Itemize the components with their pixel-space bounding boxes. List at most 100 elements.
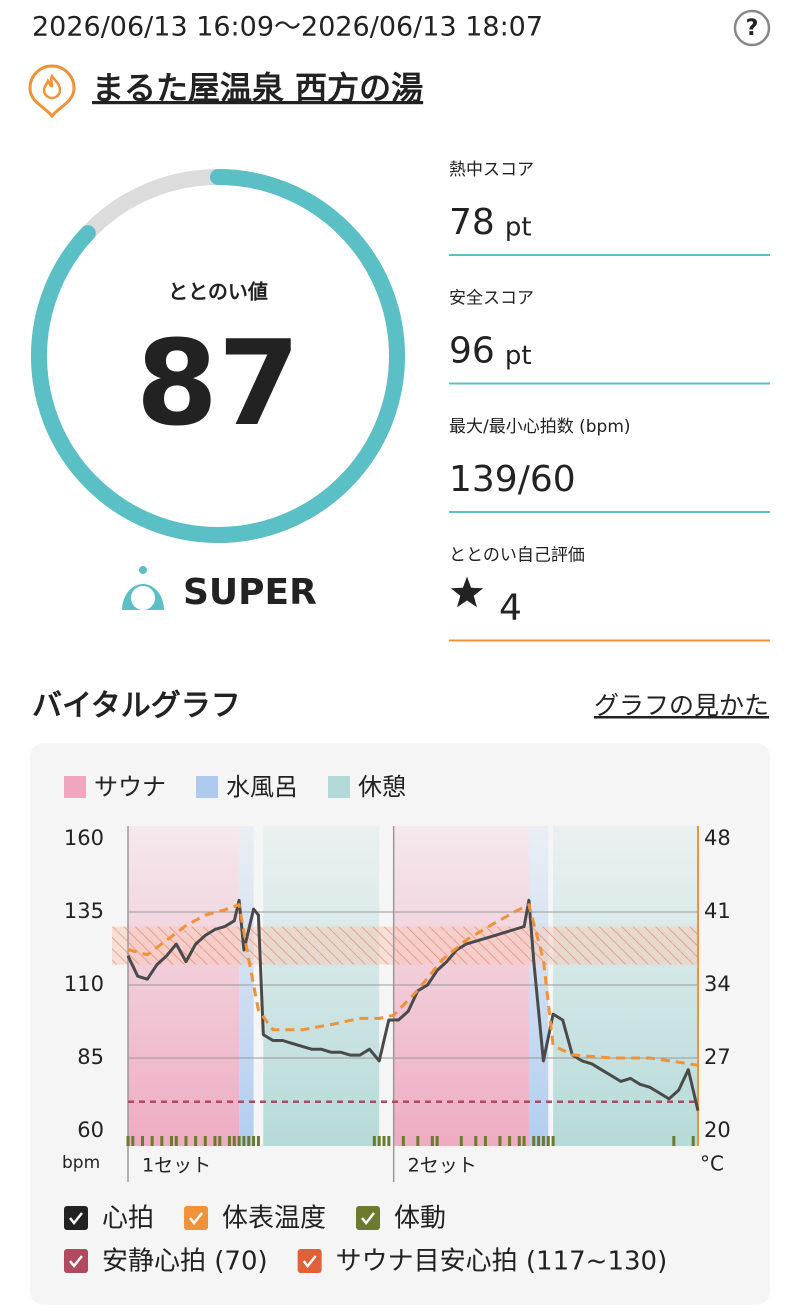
movement-tick <box>498 1136 502 1146</box>
legend-label: サウナ目安心拍 (117~130) <box>336 1247 668 1277</box>
phase-legend-label: 水風呂 <box>226 773 298 801</box>
rank-icon-face <box>131 586 155 610</box>
gauge <box>31 169 405 543</box>
movement-tick <box>140 1136 144 1146</box>
stat-value: 4 <box>499 588 522 629</box>
phase-legend-swatch <box>64 776 86 798</box>
movement-tick <box>522 1136 526 1146</box>
movement-tick <box>252 1136 256 1146</box>
y-tick-label: 60 <box>77 1118 104 1142</box>
set-label: 2セット <box>408 1155 477 1177</box>
stats: 熱中スコア 78 pt 安全スコア 96 pt 最大/最小心拍数 (bpm) 139/60 とと… <box>449 160 770 642</box>
movement-tick <box>150 1136 154 1146</box>
phase-legend-swatch <box>328 776 350 798</box>
series-line <box>127 903 699 1067</box>
phase-band <box>263 826 380 1146</box>
help-button[interactable]: ? <box>733 9 771 47</box>
movement-tick <box>377 1136 381 1146</box>
help-icon: ? <box>746 16 759 41</box>
movement-tick <box>435 1136 439 1146</box>
movement-tick <box>546 1136 550 1146</box>
rank: SUPER <box>183 572 317 613</box>
gauge-arc <box>31 169 405 543</box>
movement-tick <box>532 1136 536 1146</box>
stat-label: ととのい自己評価 <box>449 546 585 566</box>
y2-tick-label: 34 <box>704 972 731 996</box>
movement-tick <box>213 1136 217 1146</box>
movement-tick <box>184 1136 188 1146</box>
movement-tick <box>126 1136 130 1146</box>
phase-legend-label: サウナ <box>94 773 166 801</box>
phase-band <box>239 826 254 1146</box>
y2-axis-unit: °C <box>700 1152 724 1176</box>
movement-tick <box>672 1136 676 1146</box>
help-circle <box>733 9 771 47</box>
movement-tick <box>160 1136 164 1146</box>
y2-tick-label: 41 <box>704 899 731 923</box>
stat-value: 96 <box>449 331 495 372</box>
movement-tick <box>483 1136 487 1146</box>
legend-label: 心拍 <box>102 1204 154 1234</box>
legend-check <box>189 1212 203 1226</box>
movement-tick <box>372 1136 376 1146</box>
y-tick-label: 110 <box>64 972 104 996</box>
movement-tick <box>537 1136 541 1146</box>
phase-band <box>553 826 698 1146</box>
movement-tick <box>174 1136 178 1146</box>
stat-value: 139/60 <box>449 459 576 500</box>
y2-tick-label: 27 <box>704 1045 731 1069</box>
score-value: 87 <box>136 314 300 452</box>
movement-tick <box>416 1136 420 1146</box>
legend-checkbox[interactable] <box>356 1206 381 1230</box>
pin <box>28 64 76 119</box>
legend-check <box>302 1255 317 1269</box>
movement-tick <box>203 1136 207 1146</box>
y2-tick-label: 20 <box>704 1118 731 1142</box>
movement-tick <box>256 1136 260 1146</box>
movement-tick <box>247 1136 251 1146</box>
score-label: ととのい値 <box>168 280 268 304</box>
stat-value: 78 <box>449 202 495 243</box>
legend-checkbox[interactable] <box>64 1206 88 1230</box>
section-title: バイタルグラフ <box>32 689 241 724</box>
movement-tick <box>551 1136 555 1146</box>
phase-band <box>128 826 240 1146</box>
movement-tick <box>401 1136 405 1146</box>
series-line <box>126 898 700 1111</box>
movement-tick <box>232 1136 236 1146</box>
legend-check <box>361 1212 376 1226</box>
set-label: 1セット <box>142 1155 211 1177</box>
phase-legend-label: 休憩 <box>358 773 406 801</box>
movement-tick <box>194 1136 198 1146</box>
stat-label: 最大/最小心拍数 (bpm) <box>449 417 631 437</box>
legend-checkbox[interactable] <box>297 1249 322 1273</box>
y-tick-label: 135 <box>64 899 104 923</box>
help-link[interactable]: グラフの見かた <box>594 691 769 720</box>
movement-tick <box>382 1136 386 1146</box>
period: 2026/06/13 16:09～2026/06/13 18:07 <box>32 12 543 43</box>
chart: サウナ 水風呂 休憩 60 85 110 135 160 20 27 34 41 48 bpm °C 1セット… <box>62 773 731 1277</box>
legend-checkbox[interactable] <box>184 1206 209 1230</box>
movement-tick <box>237 1136 241 1146</box>
target-zone <box>112 926 698 965</box>
legend-check <box>69 1212 83 1226</box>
legend-label: 体表温度 <box>222 1204 326 1234</box>
y-axis-unit: bpm <box>62 1153 100 1173</box>
movement-tick <box>508 1136 512 1146</box>
legend-checkbox[interactable] <box>64 1249 88 1273</box>
legend-label: 安静心拍 (70) <box>102 1247 268 1277</box>
legend-check <box>69 1255 83 1269</box>
stat-label: 熱中スコア <box>449 160 534 180</box>
rank-icon-top <box>139 566 147 574</box>
movement-tick <box>169 1136 173 1146</box>
phase-band <box>393 826 529 1146</box>
stat-unit: pt <box>505 213 532 243</box>
movement-tick <box>474 1136 478 1146</box>
legend-label: 体動 <box>394 1204 446 1234</box>
y-tick-label: 85 <box>77 1045 104 1069</box>
movement-tick <box>691 1136 695 1146</box>
stat-label: 安全スコア <box>449 289 534 309</box>
place-name[interactable]: まるた屋温泉 西方の湯 <box>92 69 423 107</box>
